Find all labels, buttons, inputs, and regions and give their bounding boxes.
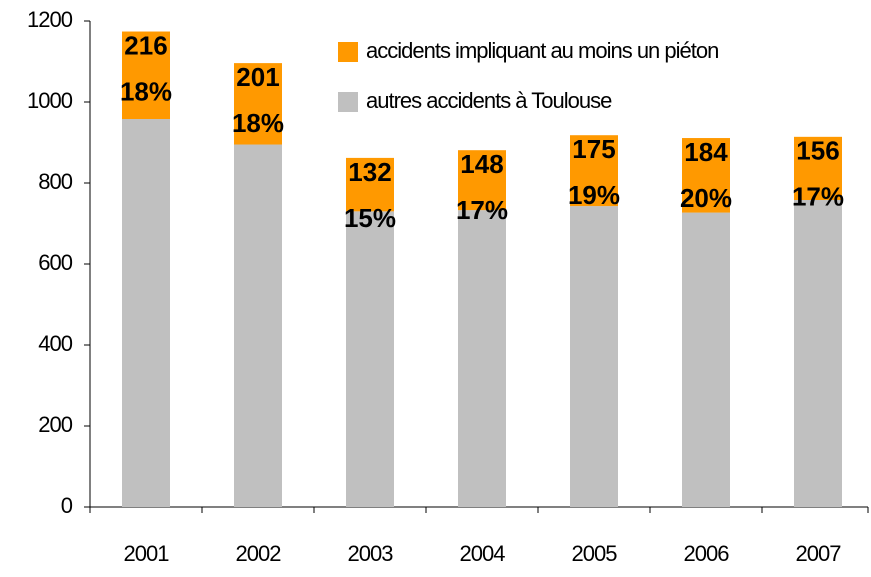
x-tick-label: 2003 [348, 541, 394, 566]
bar-segment [682, 212, 730, 507]
bar-segment [346, 157, 394, 212]
data-label: 184 [684, 137, 728, 167]
legend-label: accidents impliquant au moins un piéton [366, 38, 718, 63]
share-label: 17% [456, 195, 508, 225]
x-tick-label: 2005 [572, 541, 618, 566]
share-label: 18% [232, 108, 284, 138]
share-label: 18% [120, 76, 172, 106]
bar-segment [122, 119, 170, 507]
data-label: 148 [460, 149, 503, 179]
x-tick-label: 2002 [236, 541, 282, 566]
data-label: 156 [796, 136, 839, 166]
bar-segment [570, 206, 618, 507]
bar-segment [570, 135, 618, 207]
data-label: 175 [572, 134, 615, 164]
data-label: 132 [348, 157, 391, 187]
legend-swatch [338, 42, 358, 62]
y-tick-label: 600 [38, 250, 72, 275]
y-tick-label: 1200 [27, 7, 73, 32]
share-label: 17% [792, 182, 844, 212]
bar-segment [346, 211, 394, 507]
bar-segment [122, 31, 170, 120]
y-tick-label: 0 [61, 493, 73, 518]
data-label: 201 [236, 62, 279, 92]
share-label: 19% [568, 180, 620, 210]
bar-segment [234, 144, 282, 507]
bar-segment [458, 210, 506, 507]
y-tick-label: 800 [38, 169, 72, 194]
y-tick-label: 200 [38, 412, 72, 437]
data-label: 216 [124, 30, 167, 60]
bar-segment [682, 138, 730, 213]
bar-segment [794, 200, 842, 507]
y-tick-label: 1000 [27, 88, 73, 113]
x-tick-label: 2007 [796, 541, 842, 566]
legend-label: autres accidents à Toulouse [366, 88, 612, 113]
x-tick-label: 2006 [684, 541, 730, 566]
legend-swatch [338, 92, 358, 112]
y-tick-label: 400 [38, 331, 72, 356]
share-label: 20% [680, 183, 732, 213]
share-label: 15% [344, 203, 396, 233]
bar-segment [234, 63, 282, 145]
bar-segment [458, 150, 506, 211]
x-tick-label: 2001 [124, 541, 170, 566]
bar-segment [794, 136, 842, 201]
x-tick-label: 2004 [460, 541, 506, 566]
